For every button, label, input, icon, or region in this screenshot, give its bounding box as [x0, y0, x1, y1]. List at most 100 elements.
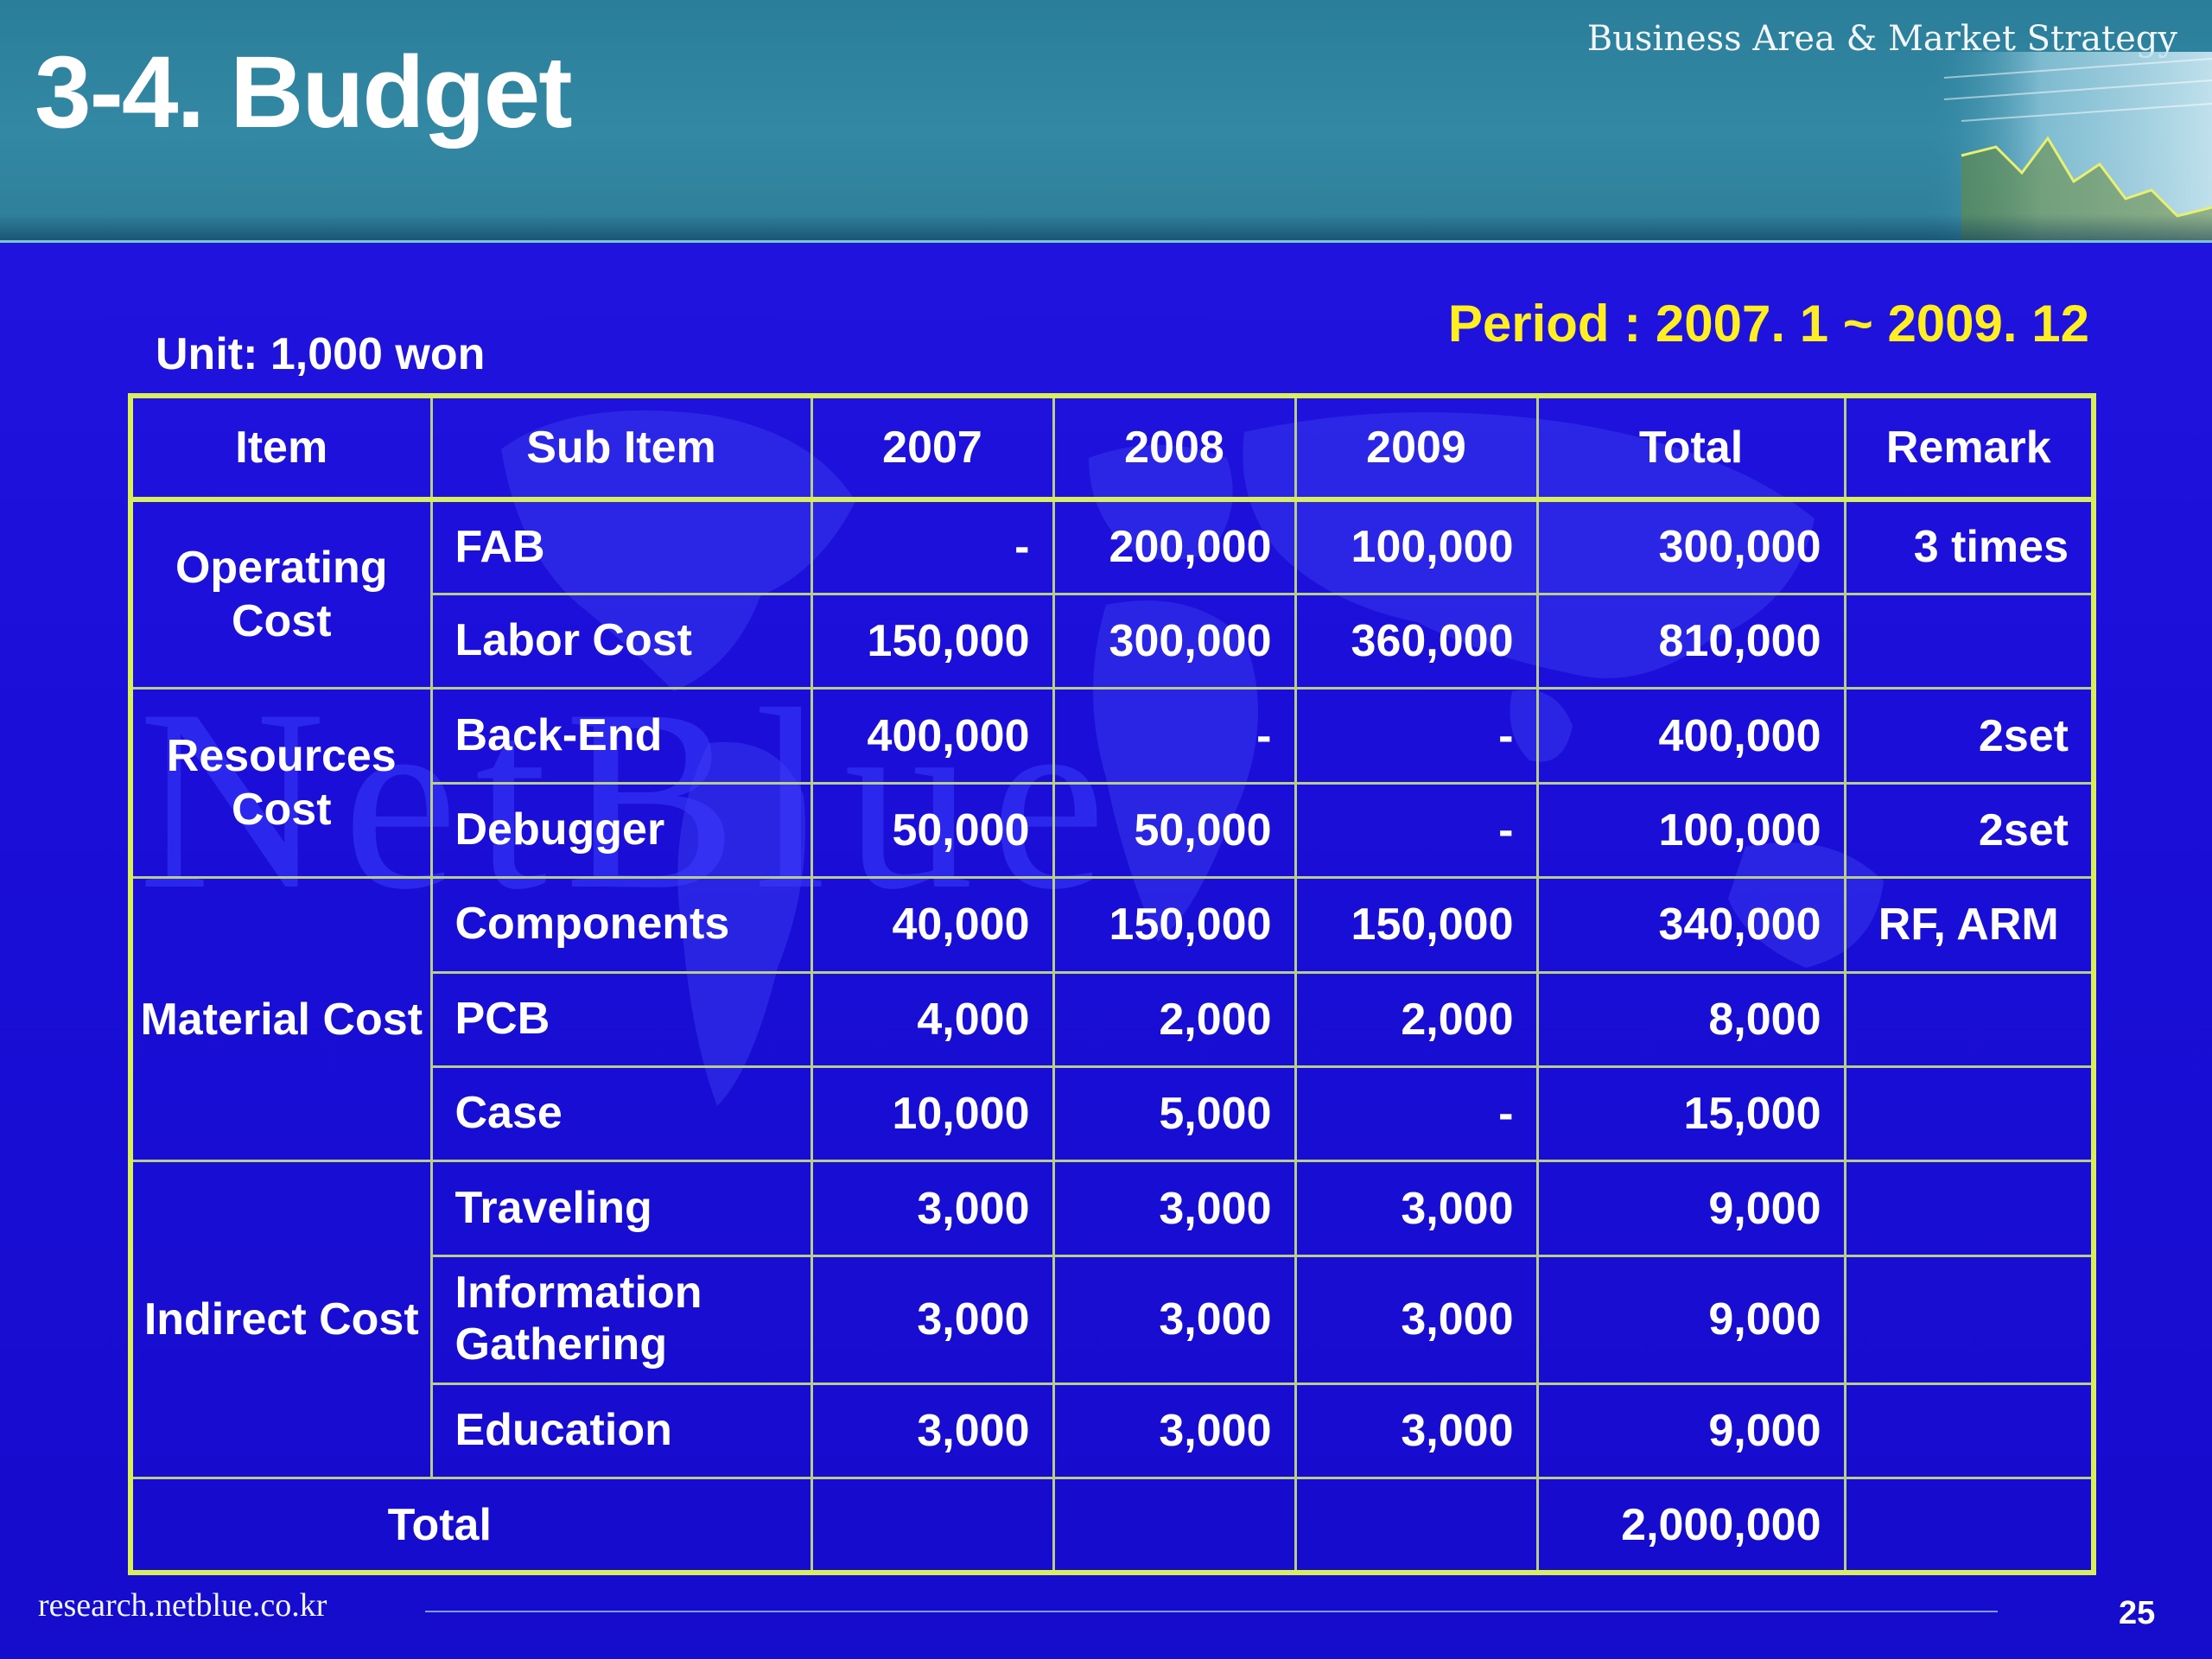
- sub-item-cell: Traveling: [429, 1160, 813, 1257]
- value-total: 9,000: [1535, 1160, 1847, 1257]
- item-cell: Indirect Cost: [129, 1160, 433, 1480]
- value-2008: 3,000: [1052, 1254, 1297, 1385]
- table-row: Information Gathering 3,000 3,000 3,000 …: [130, 1254, 2095, 1385]
- table-row: Operating Cost FAB - 200,000 100,000 300…: [129, 498, 2095, 690]
- value-total: 400,000: [1535, 687, 1847, 785]
- value-2007: 400,000: [810, 687, 1055, 785]
- table-row: Debugger 50,000 50,000 - 100,000 2set: [130, 781, 2095, 880]
- column-header: Item: [129, 394, 433, 501]
- total-row: Total 2,000,000: [129, 1477, 2095, 1574]
- value-2009: -: [1294, 1065, 1539, 1163]
- sub-item-cell: Components: [429, 876, 813, 974]
- value-2009: 3,000: [1294, 1160, 1539, 1257]
- value-total: 340,000: [1535, 876, 1847, 974]
- value-2008: 50,000: [1052, 781, 1297, 880]
- table-row: Education 3,000 3,000 3,000 9,000: [130, 1382, 2095, 1480]
- value-2009: 3,000: [1294, 1254, 1539, 1385]
- value-2009: 360,000: [1294, 592, 1539, 690]
- remark-cell: [1843, 1160, 2095, 1257]
- value-2009: -: [1294, 781, 1539, 880]
- value-2009: -: [1294, 687, 1539, 785]
- value-total: 100,000: [1535, 781, 1847, 880]
- value-2008: 3,000: [1052, 1382, 1297, 1480]
- footer-url: research.netblue.co.kr: [38, 1587, 327, 1624]
- grand-total-value: 2,000,000: [1535, 1477, 1847, 1574]
- remark-cell: RF, ARM: [1843, 876, 2095, 974]
- item-cell: Material Cost: [129, 876, 433, 1163]
- sub-item-cell: FAB: [429, 498, 813, 595]
- table-row: Resources Cost Back-End 400,000 - - 400,…: [129, 687, 2095, 880]
- value-2008: 300,000: [1052, 592, 1297, 690]
- value-2007: 150,000: [810, 592, 1055, 690]
- value-total: 15,000: [1535, 1065, 1847, 1163]
- value-2007: 3,000: [810, 1382, 1055, 1480]
- item-cell: Resources Cost: [129, 687, 433, 880]
- column-header: Sub Item: [429, 394, 813, 501]
- page-title: 3-4. Budget: [35, 35, 572, 149]
- total-2007-empty: [810, 1477, 1055, 1574]
- table-row: Labor Cost 150,000 300,000 360,000 810,0…: [130, 592, 2095, 690]
- remark-cell: 3 times: [1843, 498, 2095, 595]
- period-label: Period : 2007. 1 ~ 2009. 12: [1447, 295, 2089, 353]
- stock-chart-decoration: [1927, 52, 2212, 240]
- total-2009-empty: [1294, 1477, 1539, 1574]
- page-number: 25: [2119, 1595, 2156, 1631]
- sub-item-cell: Debugger: [429, 781, 813, 880]
- unit-label: Unit: 1,000 won: [156, 329, 486, 379]
- table-header-row: Item Sub Item 2007 2008 2009 Total Remar…: [129, 394, 2095, 501]
- value-2008: 5,000: [1052, 1065, 1297, 1163]
- table-row: Case 10,000 5,000 - 15,000: [130, 1065, 2095, 1163]
- sub-item-cell: Back-End: [429, 687, 813, 785]
- value-2008: 150,000: [1052, 876, 1297, 974]
- value-total: 300,000: [1535, 498, 1847, 595]
- remark-cell: [1843, 1254, 2095, 1385]
- value-2007: -: [810, 498, 1055, 595]
- sub-item-cell: Education: [429, 1382, 813, 1480]
- total-2008-empty: [1052, 1477, 1297, 1574]
- sub-item-cell: Labor Cost: [429, 592, 813, 690]
- value-total: 8,000: [1535, 970, 1847, 1068]
- header-shade: [0, 214, 2212, 240]
- table-row: Material Cost Components 40,000 150,000 …: [129, 876, 2095, 1163]
- budget-table: Item Sub Item 2007 2008 2009 Total Remar…: [128, 393, 2096, 1575]
- header-band: 3-4. Budget Business Area & Market Strat…: [0, 0, 2212, 243]
- remark-cell: [1843, 1382, 2095, 1480]
- column-header: Total: [1535, 394, 1847, 501]
- value-2008: 2,000: [1052, 970, 1297, 1068]
- column-header: Remark: [1843, 394, 2095, 501]
- sub-item-cell: PCB: [429, 970, 813, 1068]
- table-row: PCB 4,000 2,000 2,000 8,000: [130, 970, 2095, 1068]
- column-header: 2008: [1052, 394, 1297, 501]
- remark-cell: [1843, 592, 2095, 690]
- value-total: 9,000: [1535, 1382, 1847, 1480]
- remark-cell: [1843, 970, 2095, 1068]
- value-total: 9,000: [1535, 1254, 1847, 1385]
- footer-divider: [425, 1611, 1998, 1612]
- column-header: 2009: [1294, 394, 1539, 501]
- value-2007: 3,000: [810, 1254, 1055, 1385]
- remark-cell: 2set: [1843, 687, 2095, 785]
- value-2009: 2,000: [1294, 970, 1539, 1068]
- column-header: 2007: [810, 394, 1055, 501]
- value-2008: 200,000: [1052, 498, 1297, 595]
- value-2008: 3,000: [1052, 1160, 1297, 1257]
- value-2007: 4,000: [810, 970, 1055, 1068]
- total-label: Total: [129, 1477, 813, 1574]
- value-2007: 40,000: [810, 876, 1055, 974]
- value-2008: -: [1052, 687, 1297, 785]
- value-2009: 150,000: [1294, 876, 1539, 974]
- value-total: 810,000: [1535, 592, 1847, 690]
- remark-cell: [1843, 1065, 2095, 1163]
- value-2007: 3,000: [810, 1160, 1055, 1257]
- total-remark-empty: [1843, 1477, 2095, 1574]
- item-cell: Operating Cost: [129, 498, 433, 690]
- value-2009: 100,000: [1294, 498, 1539, 595]
- value-2009: 3,000: [1294, 1382, 1539, 1480]
- remark-cell: 2set: [1843, 781, 2095, 880]
- value-2007: 50,000: [810, 781, 1055, 880]
- sub-item-cell: Case: [429, 1065, 813, 1163]
- sub-item-cell: Information Gathering: [429, 1254, 813, 1385]
- table-row: Indirect Cost Traveling 3,000 3,000 3,00…: [129, 1160, 2095, 1480]
- value-2007: 10,000: [810, 1065, 1055, 1163]
